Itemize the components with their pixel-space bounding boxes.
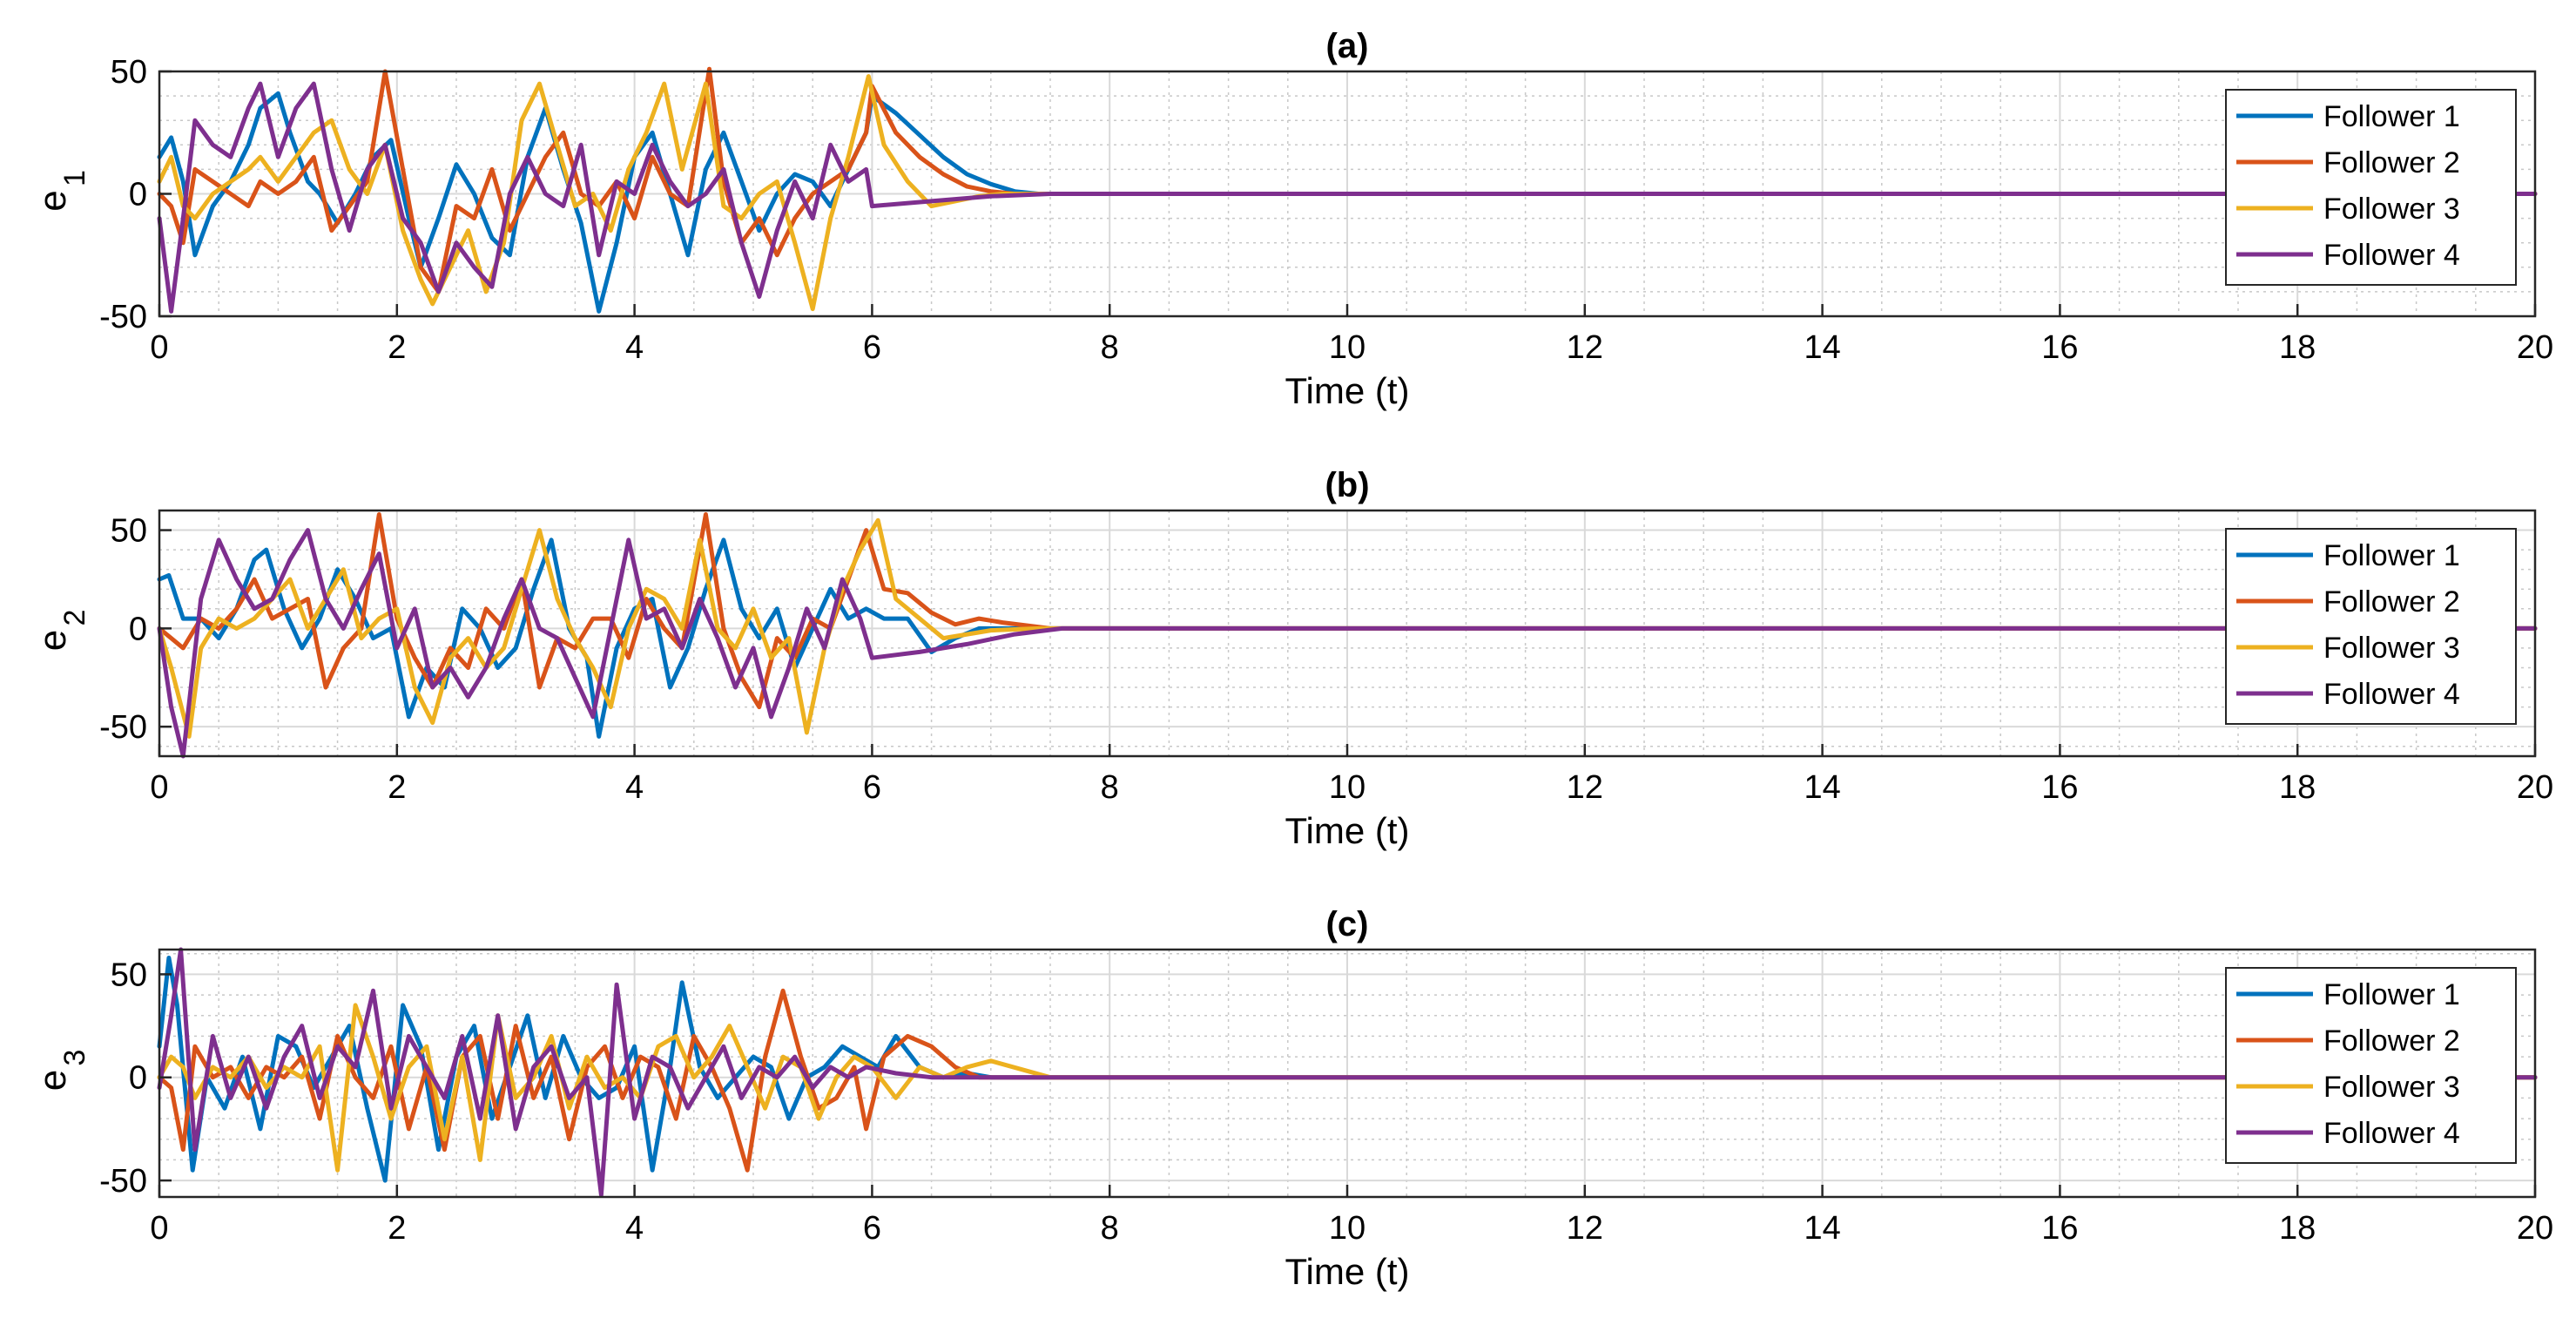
y-tick-label: 50 — [111, 957, 147, 993]
x-tick-label: 14 — [1804, 1210, 1840, 1247]
legend-label-follower-3: Follower 3 — [2323, 1071, 2460, 1104]
x-tick-label: 4 — [625, 1210, 644, 1247]
y-axis-label-subscript: 1 — [58, 170, 91, 186]
y-axis-label: e1 — [31, 170, 91, 212]
y-tick-label: 50 — [111, 513, 147, 550]
x-tick-label: 2 — [388, 1210, 406, 1247]
legend-label-follower-4: Follower 4 — [2323, 678, 2460, 711]
y-tick-label: 50 — [111, 54, 147, 91]
legend: Follower 1 Follower 2 Follower 3 Follower 4 — [2225, 528, 2517, 725]
y-axis-label-subscript: 3 — [58, 1050, 91, 1066]
legend-label-follower-2: Follower 2 — [2323, 1024, 2460, 1058]
x-axis-label: Time (t) — [1285, 1251, 1409, 1292]
legend-label-follower-3: Follower 3 — [2323, 632, 2460, 665]
legend-label-follower-4: Follower 4 — [2323, 239, 2460, 272]
y-tick-label: 0 — [129, 611, 147, 647]
legend-label-follower-2: Follower 2 — [2323, 585, 2460, 619]
series-line-follower-2 — [157, 66, 2538, 294]
y-tick-label: -50 — [99, 709, 147, 746]
x-tick-label: 14 — [1804, 769, 1840, 806]
legend-label-follower-3: Follower 3 — [2323, 193, 2460, 226]
x-tick-label: 0 — [150, 769, 168, 806]
x-tick-label: 6 — [863, 769, 881, 806]
series-line-follower-4 — [157, 947, 2538, 1198]
chart-title: (b) — [1325, 466, 1369, 504]
x-tick-label: 20 — [2517, 329, 2553, 366]
x-tick-label: 10 — [1329, 769, 1366, 806]
y-tick-label: 0 — [129, 177, 147, 213]
series-line-follower-2 — [157, 512, 2538, 710]
x-tick-label: 14 — [1804, 329, 1840, 366]
x-tick-label: 8 — [1101, 1210, 1119, 1247]
x-tick-label: 20 — [2517, 769, 2553, 806]
x-axis-label: Time (t) — [1285, 810, 1409, 851]
legend-label-follower-4: Follower 4 — [2323, 1117, 2460, 1150]
x-tick-label: 8 — [1101, 329, 1119, 366]
series-line-follower-3 — [157, 74, 2538, 312]
x-tick-label: 18 — [2279, 1210, 2316, 1247]
x-tick-label: 0 — [150, 1210, 168, 1247]
chart-title: (c) — [1326, 905, 1369, 943]
x-axis-label: Time (t) — [1285, 370, 1409, 411]
legend: Follower 1 Follower 2 Follower 3 Follower 4 — [2225, 89, 2517, 286]
y-axis-label-main: e — [31, 190, 74, 211]
x-tick-label: 2 — [388, 329, 406, 366]
y-tick-label: -50 — [99, 1163, 147, 1200]
series-line-follower-2 — [157, 988, 2538, 1173]
x-tick-label: 16 — [2041, 769, 2078, 806]
y-axis-label: e2 — [31, 610, 91, 652]
x-tick-label: 20 — [2517, 1210, 2553, 1247]
legend-label-follower-1: Follower 1 — [2323, 978, 2460, 1011]
x-tick-label: 12 — [1567, 769, 1603, 806]
legend-label-follower-2: Follower 2 — [2323, 146, 2460, 179]
x-tick-label: 16 — [2041, 329, 2078, 366]
x-tick-label: 2 — [388, 769, 406, 806]
x-tick-label: 0 — [150, 329, 168, 366]
y-axis-label-main: e — [31, 630, 74, 651]
x-tick-label: 16 — [2041, 1210, 2078, 1247]
x-tick-label: 12 — [1567, 1210, 1603, 1247]
y-axis-label-subscript: 2 — [58, 610, 91, 626]
legend-label-follower-1: Follower 1 — [2323, 539, 2460, 572]
x-tick-label: 6 — [863, 1210, 881, 1247]
y-tick-label: -50 — [99, 299, 147, 335]
series-line-follower-4 — [157, 528, 2538, 759]
series-line-follower-3 — [157, 517, 2538, 739]
y-tick-label: 0 — [129, 1060, 147, 1097]
y-axis-label: e3 — [31, 1050, 91, 1092]
x-tick-label: 18 — [2279, 769, 2316, 806]
x-tick-label: 10 — [1329, 329, 1366, 366]
legend-label-follower-1: Follower 1 — [2323, 100, 2460, 133]
x-tick-label: 12 — [1567, 329, 1603, 366]
x-tick-label: 8 — [1101, 769, 1119, 806]
series-line-follower-4 — [157, 81, 2538, 314]
y-axis-label-main: e — [31, 1070, 74, 1091]
x-tick-label: 4 — [625, 329, 644, 366]
series-line-follower-3 — [157, 1003, 2538, 1173]
x-tick-label: 10 — [1329, 1210, 1366, 1247]
x-tick-label: 4 — [625, 769, 644, 806]
legend: Follower 1 Follower 2 Follower 3 Follower 4 — [2225, 967, 2517, 1164]
chart-title: (a) — [1326, 27, 1369, 65]
x-tick-label: 6 — [863, 329, 881, 366]
x-tick-label: 18 — [2279, 329, 2316, 366]
